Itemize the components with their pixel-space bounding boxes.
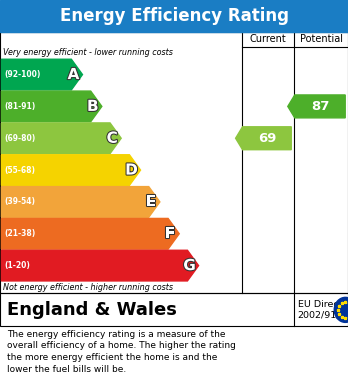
Bar [0, 0, 348, 32]
Text: G: G [183, 258, 196, 273]
Text: A: A [68, 67, 79, 82]
Text: Potential: Potential [300, 34, 342, 45]
Text: (81-91): (81-91) [4, 102, 35, 111]
Text: (21-38): (21-38) [4, 229, 35, 238]
Text: (55-68): (55-68) [4, 165, 35, 175]
Text: (69-80): (69-80) [4, 134, 35, 143]
Text: 69: 69 [258, 132, 276, 145]
Text: C: C [106, 131, 118, 146]
Text: D: D [125, 163, 138, 178]
Polygon shape [1, 155, 141, 185]
Bar [0, 293, 348, 326]
Text: (39-54): (39-54) [4, 197, 35, 206]
Text: E: E [146, 194, 156, 210]
Polygon shape [288, 95, 345, 118]
Circle shape [334, 297, 348, 322]
Text: (92-100): (92-100) [4, 70, 41, 79]
Polygon shape [1, 59, 82, 90]
Text: 87: 87 [311, 100, 329, 113]
Text: Not energy efficient - higher running costs: Not energy efficient - higher running co… [3, 283, 174, 292]
Polygon shape [1, 250, 199, 281]
Polygon shape [1, 123, 121, 154]
Text: Very energy efficient - lower running costs: Very energy efficient - lower running co… [3, 48, 173, 57]
Text: (1-20): (1-20) [4, 261, 30, 270]
Bar [0, 32, 348, 293]
Text: EU Directive
2002/91/EC: EU Directive 2002/91/EC [298, 300, 348, 319]
Polygon shape [236, 127, 291, 150]
Text: Energy Efficiency Rating: Energy Efficiency Rating [60, 7, 288, 25]
Text: Current: Current [250, 34, 286, 45]
Polygon shape [1, 91, 102, 122]
Polygon shape [1, 219, 179, 249]
Polygon shape [1, 187, 160, 217]
Text: The energy efficiency rating is a measure of the
overall efficiency of a home. T: The energy efficiency rating is a measur… [7, 330, 236, 374]
Text: England & Wales: England & Wales [7, 301, 177, 319]
Text: F: F [165, 226, 175, 241]
Text: B: B [87, 99, 98, 114]
